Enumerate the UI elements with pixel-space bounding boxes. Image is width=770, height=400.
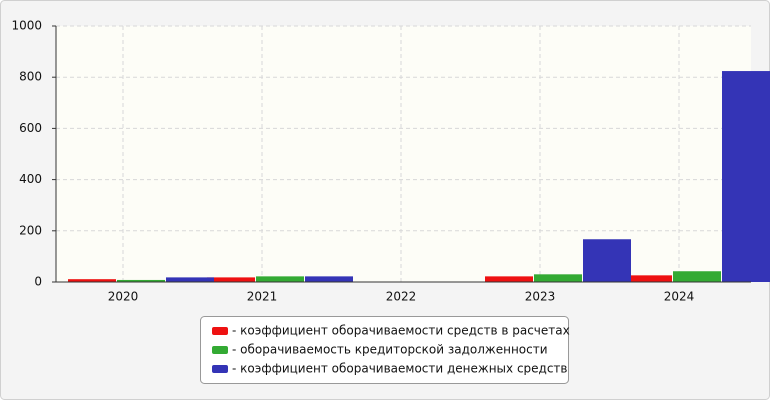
bar bbox=[68, 279, 116, 282]
legend bbox=[200, 316, 569, 384]
bar bbox=[207, 277, 255, 282]
bar bbox=[485, 276, 533, 282]
legend-swatch bbox=[212, 365, 228, 373]
y-tick-label: 800 bbox=[19, 70, 42, 84]
bar bbox=[256, 276, 304, 282]
legend-swatch bbox=[212, 346, 228, 354]
bar bbox=[534, 274, 582, 282]
bar bbox=[166, 277, 214, 282]
x-tick-label: 2020 bbox=[108, 290, 139, 304]
legend-label: - коэффициент оборачиваемости средств в … bbox=[232, 324, 570, 338]
bar bbox=[722, 71, 770, 282]
x-tick-label: 2022 bbox=[386, 290, 417, 304]
y-tick-label: 1000 bbox=[11, 19, 42, 33]
bar bbox=[673, 271, 721, 282]
x-tick-label: 2021 bbox=[247, 290, 278, 304]
y-tick-label: 600 bbox=[19, 121, 42, 135]
legend-label: - коэффициент оборачиваемости денежных с… bbox=[232, 362, 568, 376]
y-tick-label: 400 bbox=[19, 172, 42, 186]
legend-label: - оборачиваемость кредиторской задолженн… bbox=[232, 343, 548, 357]
x-tick-label: 2024 bbox=[664, 290, 695, 304]
y-tick-label: 0 bbox=[34, 275, 42, 289]
bar bbox=[583, 239, 631, 282]
bar bbox=[117, 279, 165, 282]
plot-area bbox=[56, 26, 751, 282]
y-tick-label: 200 bbox=[19, 223, 42, 237]
legend-swatch bbox=[212, 327, 228, 335]
x-tick-label: 2023 bbox=[525, 290, 556, 304]
bar bbox=[624, 275, 672, 282]
bar bbox=[305, 276, 353, 282]
